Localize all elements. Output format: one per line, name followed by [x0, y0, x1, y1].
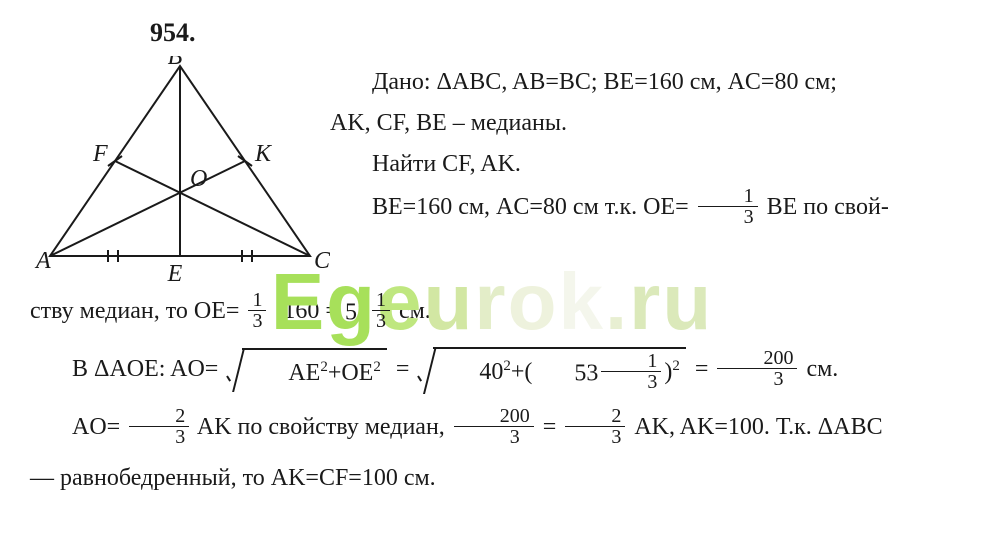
frac-200-3: 200 3: [717, 348, 797, 389]
midpoint-e-label: E: [167, 261, 183, 286]
given-block: Дано: ΔABC, AB=BC; BE=160 см, AC=80 см; …: [330, 56, 954, 233]
problem-number: 954.: [150, 18, 954, 48]
frac-one-third: 1 3: [248, 290, 266, 331]
line-8: — равнобедренный, то AK=CF=100 см.: [30, 459, 954, 497]
frac-one-third: 1 3: [698, 186, 758, 227]
given-line-3: Найти CF, AK.: [330, 146, 954, 183]
line-6: В ΔAOE: AO= AE2+OE2 = 402+(5313)2 = 200 …: [30, 347, 954, 394]
midpoint-f-label: F: [92, 141, 108, 167]
centroid-o-label: O: [190, 166, 207, 192]
sqrt-1: AE2+OE2: [227, 348, 387, 392]
page: Egeurok.ru 954. B: [0, 0, 984, 540]
given-line-1: Дано: ΔABC, AB=BC; BE=160 см, AC=80 см;: [330, 64, 954, 101]
solution-body: ству медиан, то OE= 1 3 ·160 = 53 1 3 см…: [30, 292, 954, 497]
line-5: ству медиан, то OE= 1 3 ·160 = 53 1 3 см…: [30, 292, 954, 333]
text: см.: [399, 298, 431, 324]
text: В ΔAOE: AO=: [72, 356, 218, 382]
text: BE по свой-: [767, 194, 889, 220]
text: =: [695, 356, 709, 382]
text: AO=: [72, 414, 120, 440]
text: =: [543, 414, 557, 440]
mixed-53-1-3: 53 1 3: [345, 292, 393, 333]
text: ству медиан, то OE=: [30, 298, 239, 324]
frac-two-third: 2 3: [565, 406, 625, 447]
frac-200-3: 200 3: [454, 406, 534, 447]
given-line-2: AK, CF, BE – медианы.: [330, 105, 954, 142]
text: BE=160 см, AC=80 см т.к. OE=: [372, 194, 689, 220]
text: ·160 =: [275, 298, 345, 324]
frac-two-third: 2 3: [129, 406, 189, 447]
midpoint-k-label: K: [254, 141, 273, 167]
top-row: B A C F K E O Дано: ΔABC, AB=BC; BE=160 …: [30, 56, 954, 286]
text: AK, AK=100. Т.к. ΔABC: [634, 414, 882, 440]
text: AK по свойству медиан,: [197, 414, 451, 440]
triangle-figure: B A C F K E O: [30, 56, 330, 286]
sqrt-2: 402+(5313)2: [418, 347, 686, 394]
text: см.: [806, 356, 838, 382]
vertex-a-label: A: [34, 248, 51, 274]
text: =: [396, 356, 410, 382]
line-7: AO= 2 3 AK по свойству медиан, 200 3 = 2…: [30, 408, 954, 449]
vertex-b-label: B: [168, 56, 183, 70]
vertex-c-label: C: [314, 248, 330, 274]
given-line-4: BE=160 см, AC=80 см т.к. OE= 1 3 BE по с…: [330, 188, 954, 229]
